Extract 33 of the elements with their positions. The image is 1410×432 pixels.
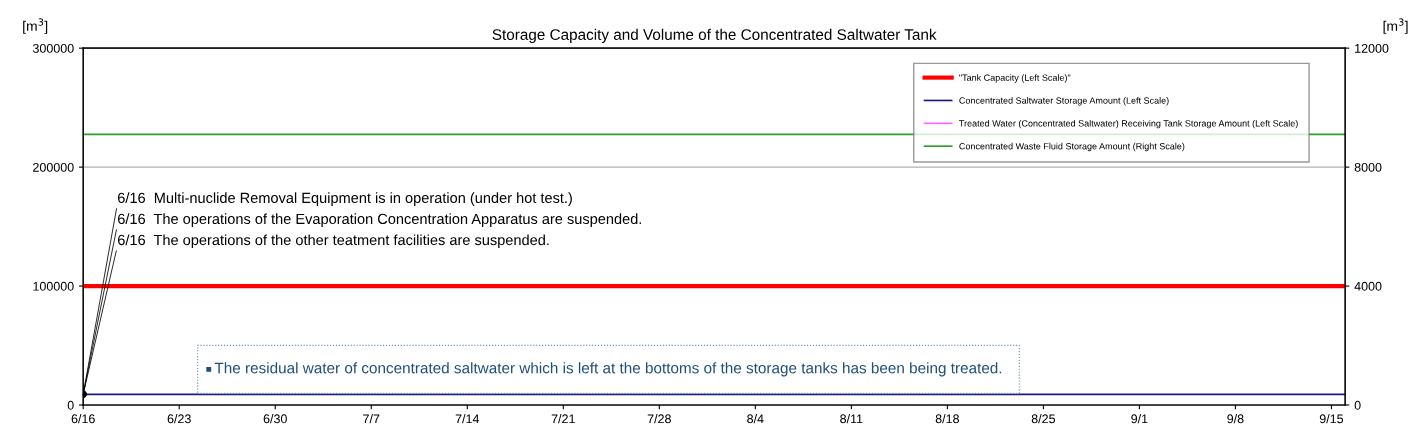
x-tick-label: 9/8 — [1227, 414, 1244, 424]
y-tick-label: 200000 — [33, 162, 74, 172]
chart-title: Storage Capacity and Volume of the Concentrated Saltwater Tank — [492, 28, 937, 43]
x-tick-label: 7/7 — [363, 414, 380, 424]
x-tick-label: 7/14 — [455, 414, 480, 424]
x-tick-label: 8/25 — [1031, 414, 1056, 424]
y-tick-label: 0 — [67, 400, 74, 410]
y2-tick-label: 4000 — [1354, 281, 1382, 291]
annotation: 6/16 The operations of the other teatment facilities are suspended. — [118, 234, 549, 249]
legend-label: Treated Water (Concentrated Saltwater) Receiving Tank Storage Amount (Left Scale) — [959, 119, 1298, 129]
annotation: The residual water of concentrated saltwater which is left at the bottoms of the storage tanks has been being treated. — [214, 362, 1002, 377]
annotation: 6/16 Multi-nuclide Removal Equipment is in operation (under hot test.) — [118, 192, 572, 206]
legend-label: Concentrated Saltwater Storage Amount (Left Scale) — [959, 97, 1169, 106]
x-tick-label: 6/16 — [71, 414, 95, 424]
legend-label: Concentrated Waste Fluid Storage Amount (Right Scale) — [959, 142, 1185, 152]
y-tick-label: 100000 — [33, 281, 74, 291]
y2-tick-label: 0 — [1354, 400, 1361, 410]
y2-axis-title: [m$^{3}$] — [1383, 18, 1408, 34]
x-tick-label: 7/28 — [647, 414, 671, 424]
y-tick-label: 300000 — [32, 43, 74, 53]
x-tick-label: 8/11 — [840, 414, 863, 424]
x-tick-label: 9/1 — [1131, 414, 1148, 424]
x-tick-label: 6/30 — [263, 414, 287, 424]
legend-label: "Tank Capacity (Left Scale)" — [959, 74, 1071, 83]
y2-tick-label: 8000 — [1354, 162, 1382, 172]
x-tick-label: 6/23 — [167, 414, 191, 424]
x-tick-label: 8/18 — [935, 414, 959, 424]
x-tick-label: 7/21 — [551, 414, 575, 424]
y2-tick-label: 12000 — [1355, 43, 1389, 53]
y-axis-title: [m$^{3}$] — [23, 18, 48, 34]
x-tick-label: 8/4 — [747, 414, 764, 424]
annotation: 6/16 The operations of the Evaporation Concentration Apparatus are suspended. — [118, 213, 642, 227]
x-tick-label: 9/15 — [1319, 414, 1344, 424]
